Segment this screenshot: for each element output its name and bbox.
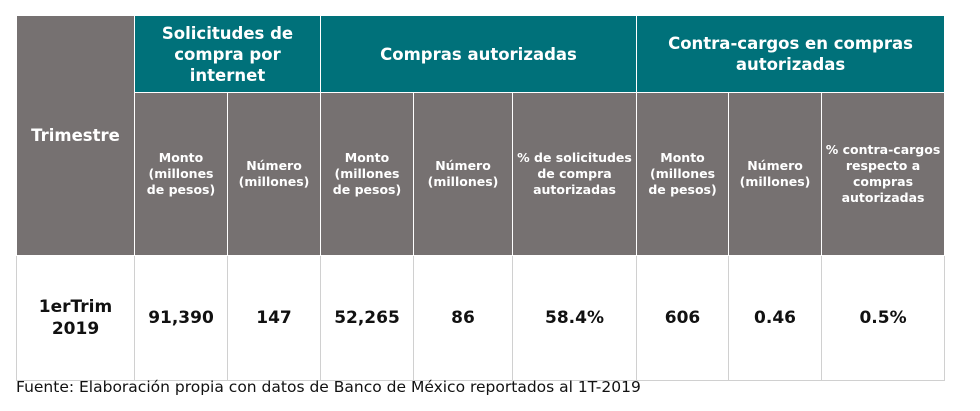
subheader: % contra-cargos respecto a compras autor… bbox=[821, 92, 946, 256]
cell: 91,390 bbox=[134, 255, 228, 381]
group-compras-autorizadas: Compras autorizadas bbox=[319, 15, 638, 93]
cell: 0.5% bbox=[821, 255, 946, 381]
group-solicitudes: Solicitudes de compra por internet bbox=[134, 15, 321, 93]
data-table: Trimestre Solicitudes de compra por inte… bbox=[16, 15, 946, 381]
subheader: Número (millones) bbox=[413, 92, 513, 256]
table-row: 1erTrim 2019 91,390 147 52,265 86 58.4% … bbox=[16, 255, 946, 381]
subheader: % de solicitudes de compra autorizadas bbox=[511, 92, 638, 256]
source-note: Fuente: Elaboración propia con datos de … bbox=[16, 378, 641, 396]
group-contra-cargos: Contra-cargos en compras autorizadas bbox=[636, 15, 946, 93]
cell: 58.4% bbox=[511, 255, 638, 381]
cell: 606 bbox=[636, 255, 730, 381]
cell: 52,265 bbox=[320, 255, 414, 381]
subheader: Monto (millones de pesos) bbox=[134, 92, 228, 256]
cell: 86 bbox=[413, 255, 513, 381]
subheader: Monto (millones de pesos) bbox=[636, 92, 730, 256]
cell: 147 bbox=[227, 255, 321, 381]
row-label: 1erTrim 2019 bbox=[16, 255, 135, 381]
header-trimestre: Trimestre bbox=[16, 15, 135, 256]
subheader: Número (millones) bbox=[728, 92, 823, 256]
subheader: Número (millones) bbox=[227, 92, 321, 256]
cell: 0.46 bbox=[728, 255, 823, 381]
subheader: Monto (millones de pesos) bbox=[320, 92, 414, 256]
